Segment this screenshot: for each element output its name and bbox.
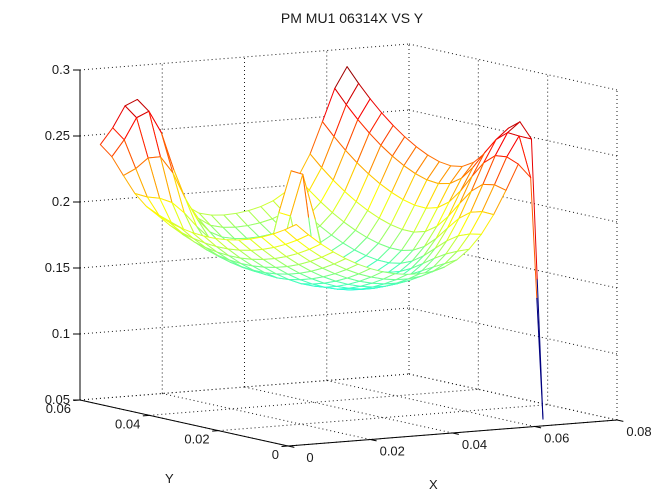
tick-label: 0.04 (462, 437, 487, 452)
x-axis-label: X (429, 477, 438, 492)
tick-label: 0 (272, 447, 279, 462)
x-tick-labels: 0 0.02 0.04 0.06 0.08 (306, 424, 651, 465)
z-tick-labels: 0.05 0.1 0.15 0.2 0.25 0.3 (45, 62, 70, 407)
tick-label: 0.06 (46, 401, 71, 416)
plot-title: PM MU1 06314X VS Y (280, 10, 424, 26)
tick-label: 0 (306, 450, 313, 465)
tick-label: 0.25 (45, 128, 70, 143)
mesh-surface (99, 66, 544, 420)
tick-label: 0.15 (45, 260, 70, 275)
tick-label: 0.02 (380, 444, 405, 459)
tick-label: 0.08 (626, 424, 651, 439)
tick-marks (73, 69, 624, 448)
tick-label: 0.04 (115, 416, 140, 431)
tick-label: 0.1 (52, 326, 70, 341)
tick-label: 0.2 (52, 194, 70, 209)
tick-label: 0.05 (45, 392, 70, 407)
y-tick-labels: 0 0.02 0.04 0.06 (46, 401, 279, 462)
tick-label: 0.3 (52, 62, 70, 77)
tick-label: 0.06 (544, 431, 569, 446)
y-axis-label: Y (165, 471, 174, 486)
tick-label: 0.02 (184, 432, 209, 447)
